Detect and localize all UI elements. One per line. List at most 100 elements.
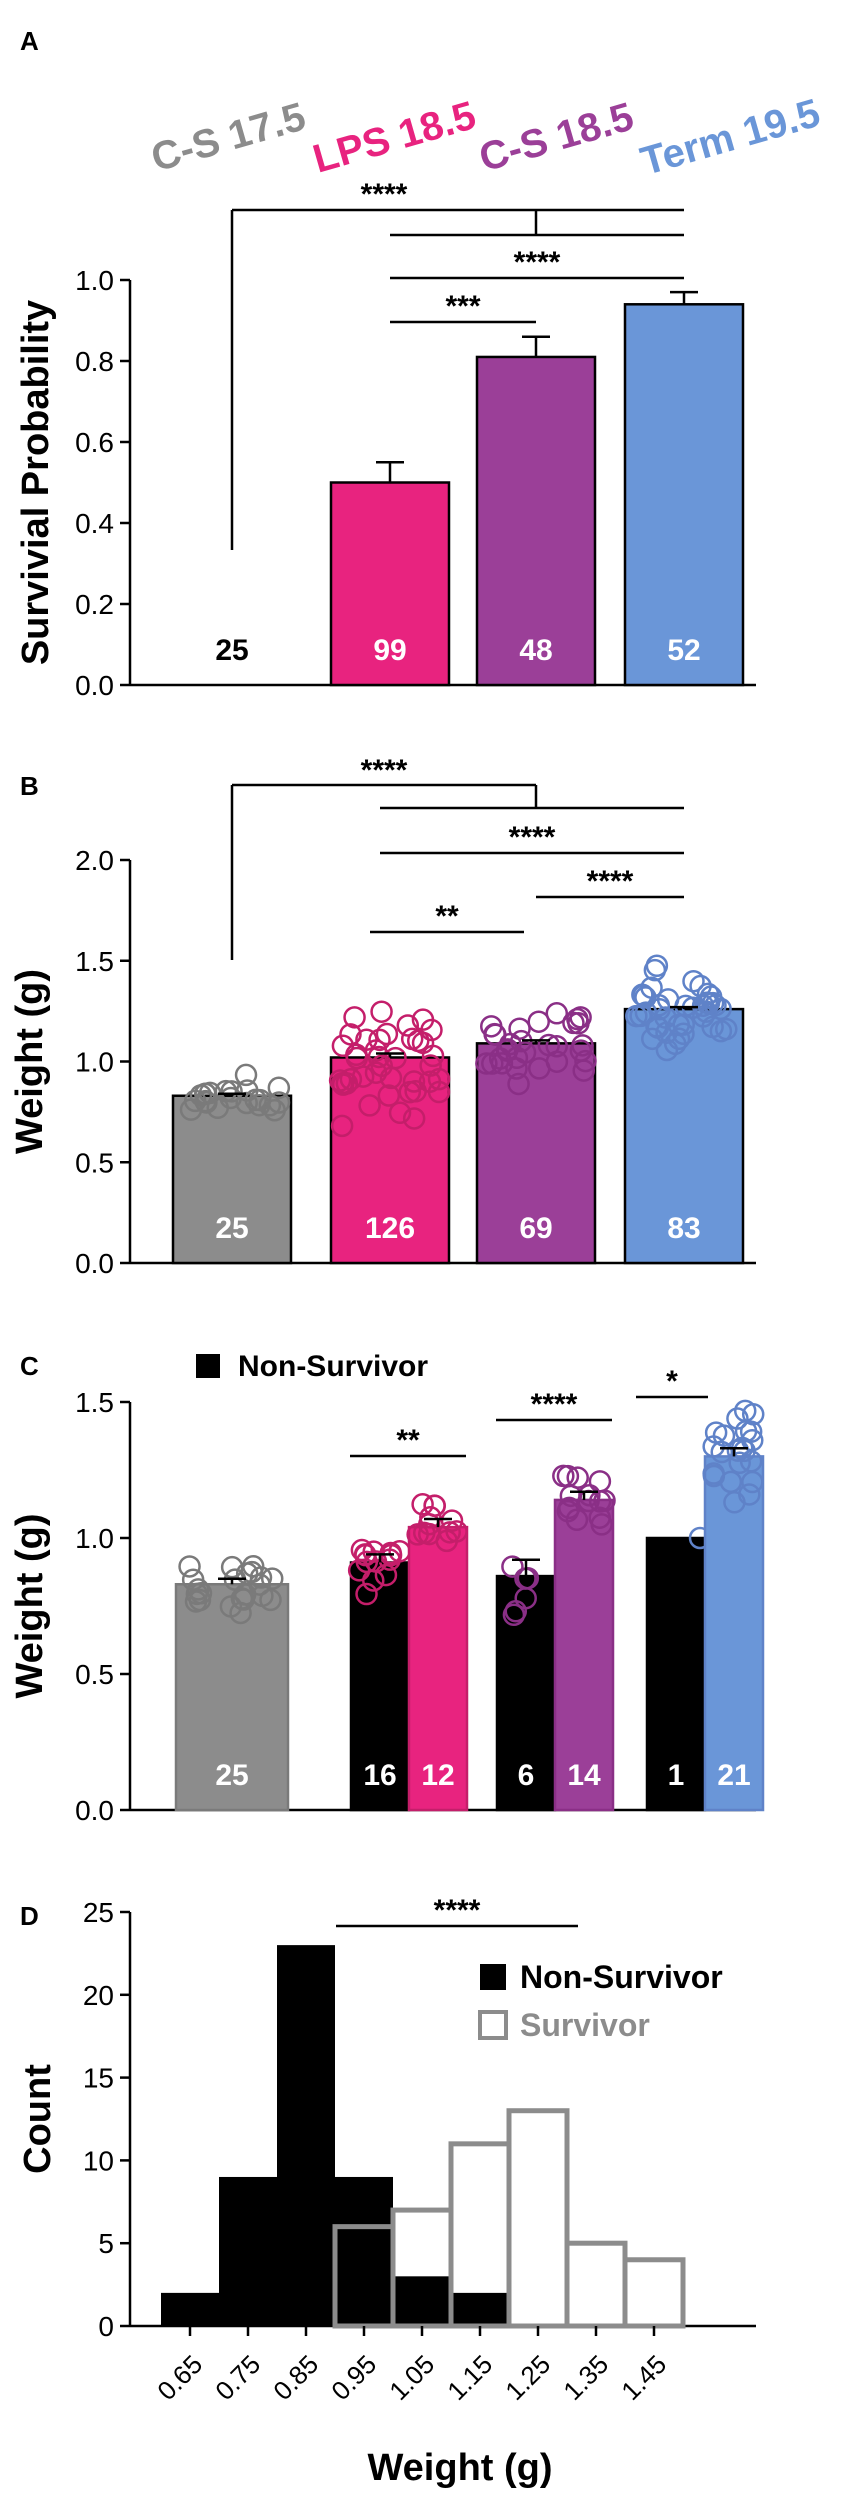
panel-b-count-0: 25 [215, 1212, 248, 1245]
panel-d: D 0 5 10 15 20 25 Count 0.65 0.75 0.85 0.95 1.05 1.15… [17, 1894, 756, 2489]
panel-a-sig1-label: **** [514, 246, 561, 279]
panel-c-point-2 [419, 1506, 442, 1529]
legend-swatch-survivor-d [478, 2010, 508, 2040]
panel-d-survivor-bin-6 [506, 2108, 570, 2329]
panel-c-point-1 [379, 1541, 402, 1565]
panel-b-point-1 [427, 1080, 451, 1104]
panel-b-point-3 [625, 1004, 648, 1028]
panel-b-point-1 [402, 1070, 426, 1093]
group-label-3: Term 19.5 [636, 91, 825, 184]
panel-c-point-6 [710, 1440, 733, 1464]
panel-b-point-2 [484, 1023, 507, 1046]
panel-b-point-1 [343, 1006, 366, 1029]
panel-c-point-0 [181, 1568, 205, 1591]
panel-b-point-3 [692, 1005, 715, 1028]
panel-a-bar-2 [475, 355, 597, 687]
panel-c-point-0 [184, 1590, 208, 1613]
panel-b-sig2-label: **** [587, 865, 634, 898]
panel-b-point-1 [377, 1084, 401, 1107]
panel-b-point-2 [527, 1010, 550, 1033]
panel-b-point-3 [634, 986, 657, 1009]
panel-b-point-1 [379, 1066, 403, 1090]
panel-d-y-tick-label: 20 [83, 1980, 114, 2011]
panel-d-sig-label: **** [434, 1894, 481, 1927]
panel-b-y-tick-label: 1.0 [75, 1047, 114, 1078]
panel-b-y-label: Weight (g) [9, 969, 51, 1154]
panel-b-point-2 [566, 1007, 589, 1031]
panel-c-point-2 [411, 1493, 434, 1516]
panel-b-point-1 [364, 1061, 388, 1084]
panel-b-point-1 [331, 1073, 355, 1096]
panel-b-count-3: 83 [667, 1212, 700, 1245]
panel-b-point-2 [545, 1002, 569, 1025]
panel-a-count-2: 48 [519, 634, 552, 667]
legend-label-survivor-d: Survivor [520, 2007, 650, 2043]
panel-b-point-1 [388, 1101, 412, 1125]
panel-a-y-tick-label: 0.6 [75, 427, 114, 458]
legend-swatch-non-survivor [196, 1354, 220, 1378]
panel-b-point-0 [244, 1088, 267, 1112]
panel-b-point-2 [507, 1072, 530, 1096]
panel-a-y-tick-label: 0.2 [75, 589, 114, 620]
panel-b-point-1 [421, 1044, 445, 1068]
panel-a-bar-3 [623, 303, 745, 687]
panel-c-point-0 [178, 1555, 201, 1578]
panel-c-point-4 [556, 1499, 580, 1523]
panel-b-y-tick-label: 0.0 [75, 1248, 114, 1279]
panel-c-y-tick-label: 1.0 [75, 1523, 114, 1554]
panel-c-sig2-label: * [666, 1365, 678, 1398]
panel-c-y-tick-label: 0.0 [75, 1795, 114, 1826]
panel-c-letter: C [20, 1351, 39, 1381]
panel-c-point-0 [259, 1588, 282, 1612]
panel-c-count-6: 21 [717, 1759, 750, 1792]
panel-b-bar-2 [475, 1042, 597, 1265]
panel-d-nonsurvivor-bin-0 [161, 2292, 219, 2326]
panel-d-x-tick-label: 1.15 [441, 2349, 498, 2406]
panel-b-point-0 [234, 1063, 258, 1087]
panel-c-point-2 [423, 1494, 446, 1518]
panel-c-count-0: 25 [215, 1759, 248, 1792]
panel-b-point-3 [667, 1027, 691, 1051]
panel-b-y-tick-label: 1.5 [75, 946, 114, 977]
panel-c-point-3 [516, 1566, 540, 1590]
panel-a-bar-1 [329, 481, 451, 687]
panel-c-point-6 [726, 1439, 750, 1462]
panel-b-point-2 [574, 1049, 597, 1073]
panel-b-point-1 [330, 1114, 354, 1138]
panel-c-point-3 [501, 1555, 524, 1578]
panel-b-point-1 [419, 1054, 442, 1077]
panel-d-y-tick-label: 5 [98, 2228, 114, 2259]
panel-c-bar-6 [703, 1455, 765, 1812]
panel-a-count-3: 52 [667, 634, 700, 667]
panel-c-point-3 [502, 1603, 526, 1627]
panel-d-letter: D [20, 1901, 39, 1931]
panel-b-point-3 [632, 984, 655, 1007]
panel-d-x-tick-label: 0.65 [151, 2349, 208, 2406]
panel-b-point-2 [528, 1057, 551, 1080]
panel-d-nonsurvivor-bin-4 [393, 2276, 451, 2326]
panel-b-point-0 [206, 1096, 229, 1120]
panel-c-sig0-label: ** [396, 1424, 420, 1457]
panel-d-survivor-bin-8 [622, 2257, 686, 2329]
panel-c-point-6 [723, 1491, 746, 1514]
panel-d-y-tick-label: 10 [83, 2145, 114, 2176]
panel-d-x-tick-label: 0.85 [267, 2349, 324, 2406]
panel-b-sig3-label: ** [435, 900, 459, 933]
panel-b-point-2 [562, 1011, 585, 1035]
panel-d-nonsurvivor-bin-3 [335, 2176, 393, 2326]
panel-c-point-4 [552, 1464, 575, 1488]
panel-a-y-tick-label: 1.0 [75, 265, 114, 296]
panel-b-point-1 [368, 1028, 391, 1052]
group-label-1: LPS 18.5 [308, 93, 480, 181]
panel-b-y-tick-label: 0.5 [75, 1147, 114, 1178]
panel-c-bar-2 [407, 1525, 469, 1812]
panel-d-y-tick-label: 0 [98, 2311, 114, 2342]
panel-b-point-0 [220, 1080, 243, 1103]
panel-d-y-tick-label: 25 [83, 1897, 114, 1928]
panel-a-y-tick-label: 0.8 [75, 346, 114, 377]
panel-d-survivor-bin-7 [564, 2240, 628, 2329]
panel-b-point-3 [682, 969, 705, 993]
